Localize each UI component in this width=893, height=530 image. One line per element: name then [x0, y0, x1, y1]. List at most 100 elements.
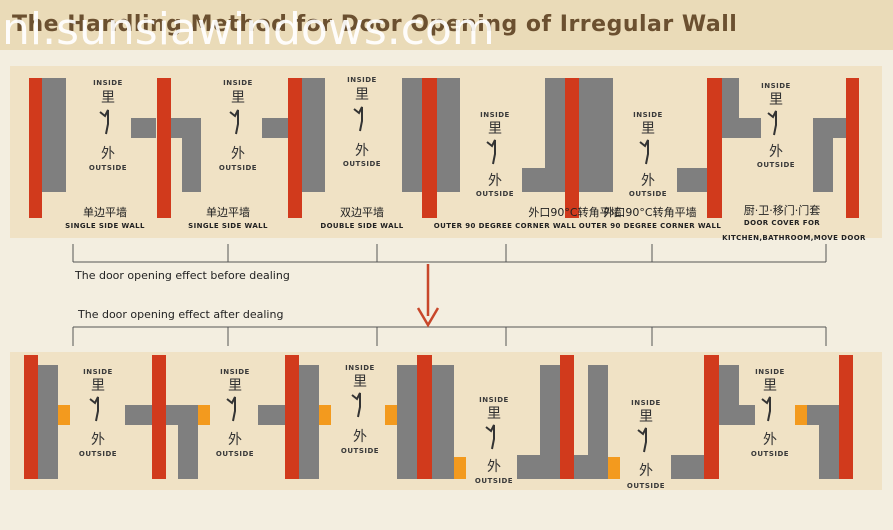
orange-insert	[608, 457, 620, 479]
case-caption-cn: 双边平墙	[340, 205, 384, 219]
case-caption-en: SINGLE SIDE WALL	[188, 222, 268, 230]
wall	[579, 78, 613, 192]
down-arrow-icon	[416, 264, 440, 328]
outside-cn-glyph: 外	[353, 429, 367, 445]
swing-arrow-icon	[767, 110, 777, 136]
top-case-3: INSIDE 里 外 OUTSIDE 双边平墙 DOUBLE SIDE WALL	[262, 76, 403, 230]
swing-arrow-icon	[99, 109, 109, 135]
door-frame	[24, 355, 38, 479]
page-title: The Handling Method for Door Opening of …	[12, 12, 738, 37]
swing-arrow-icon	[639, 139, 649, 165]
wall	[38, 365, 58, 479]
outside-label: OUTSIDE	[219, 164, 257, 172]
door-frame	[846, 78, 859, 218]
wall	[813, 118, 846, 138]
case-caption-en: DOUBLE SIDE WALL	[320, 222, 403, 230]
outside-label: OUTSIDE	[89, 164, 127, 172]
wall	[739, 118, 761, 138]
orange-insert	[385, 405, 397, 425]
case-caption-en: OUTER 90 DEGREE CORNER WALL	[434, 222, 577, 230]
inside-label: INSIDE	[347, 76, 377, 84]
outside-cn-glyph: 外	[639, 463, 653, 479]
wall	[42, 78, 66, 192]
swing-arrow-icon	[353, 106, 363, 132]
top-case-2: INSIDE 里 外 OUTSIDE 单边平墙 SINGLE SIDE WALL	[131, 78, 268, 230]
inside-cn-glyph: 里	[231, 90, 245, 106]
wall	[671, 455, 704, 479]
inside-label: INSIDE	[480, 111, 510, 119]
section-label-after: The door opening effect after dealing	[77, 308, 283, 321]
case-caption-en: DOOR COVER FOR	[744, 219, 820, 227]
wall	[166, 405, 198, 425]
outside-cn-glyph: 外	[763, 432, 777, 448]
inside-label: INSIDE	[755, 368, 785, 376]
door-frame	[417, 355, 432, 479]
bottom-case-1: INSIDE 里 外 OUTSIDE	[24, 355, 117, 479]
wall	[807, 405, 839, 425]
case-caption-cn: 单边平墙	[206, 205, 250, 219]
wall-stub	[131, 118, 156, 138]
orange-insert	[319, 405, 331, 425]
swing-arrow-icon	[761, 396, 771, 422]
inside-label: INSIDE	[83, 368, 113, 376]
orange-insert	[198, 405, 210, 425]
inside-cn-glyph: 里	[355, 87, 369, 103]
wall	[819, 425, 839, 479]
wall	[588, 365, 608, 479]
outside-cn-glyph: 外	[641, 173, 655, 189]
outside-label: OUTSIDE	[627, 482, 665, 490]
inside-cn-glyph: 里	[639, 409, 653, 425]
case-caption-en: SINGLE SIDE WALL	[65, 222, 145, 230]
swing-arrow-icon	[486, 139, 496, 165]
door-frame	[29, 78, 42, 218]
door-frame	[565, 78, 579, 218]
inside-label: INSIDE	[345, 364, 375, 372]
outside-label: OUTSIDE	[343, 160, 381, 168]
case-caption-en-2: KITCHEN,BATHROOM,MOVE DOOR	[722, 234, 866, 242]
connector-lines	[72, 244, 827, 346]
outside-cn-glyph: 外	[355, 143, 369, 159]
top-case-6: INSIDE 里 外 OUTSIDE 厨·卫·移门·门套 DOOR COVER …	[677, 78, 866, 242]
wall	[677, 168, 707, 192]
wall	[432, 365, 454, 479]
bottom-case-2: INSIDE 里 外 OUTSIDE	[125, 355, 254, 479]
outside-label: OUTSIDE	[757, 161, 795, 169]
outside-cn-glyph: 外	[91, 432, 105, 448]
inside-cn-glyph: 里	[91, 378, 105, 394]
inside-cn-glyph: 里	[101, 90, 115, 106]
bottom-case-5: INSIDE 里 外 OUTSIDE	[517, 355, 665, 490]
inside-label: INSIDE	[631, 399, 661, 407]
wall	[178, 425, 198, 479]
outside-cn-glyph: 外	[101, 146, 115, 162]
inside-label: INSIDE	[223, 79, 253, 87]
door-frame	[560, 355, 574, 479]
wall	[813, 138, 833, 192]
header-bar: The Handling Method for Door Opening of …	[0, 0, 893, 55]
wall	[545, 78, 565, 168]
inside-cn-glyph: 里	[228, 378, 242, 394]
case-caption-cn: 单边平墙	[83, 205, 127, 219]
orange-insert	[454, 457, 466, 479]
door-frame	[288, 78, 302, 218]
door-frame	[707, 78, 722, 218]
inside-cn-glyph: 里	[488, 121, 502, 137]
inside-cn-glyph: 里	[353, 374, 367, 390]
wall-stub	[125, 405, 152, 425]
outside-cn-glyph: 外	[487, 459, 501, 475]
inside-cn-glyph: 里	[769, 92, 783, 108]
swing-arrow-icon	[89, 396, 99, 422]
swing-arrow-icon	[229, 109, 239, 135]
inside-label: INSIDE	[633, 111, 663, 119]
case-caption-en: OUTER 90 DEGREE CORNER WALL	[579, 222, 722, 230]
outside-label: OUTSIDE	[79, 450, 117, 458]
wall	[437, 78, 460, 192]
wall	[302, 78, 325, 192]
outside-cn-glyph: 外	[488, 173, 502, 189]
top-case-5: INSIDE 里 外 OUTSIDE 外口90°C转角平墙 OUTER 90 D…	[434, 78, 722, 230]
wall	[522, 168, 565, 192]
wall	[719, 365, 739, 425]
case-caption-cn: 外口90°C转角平墙	[528, 205, 621, 219]
swing-arrow-icon	[226, 396, 236, 422]
